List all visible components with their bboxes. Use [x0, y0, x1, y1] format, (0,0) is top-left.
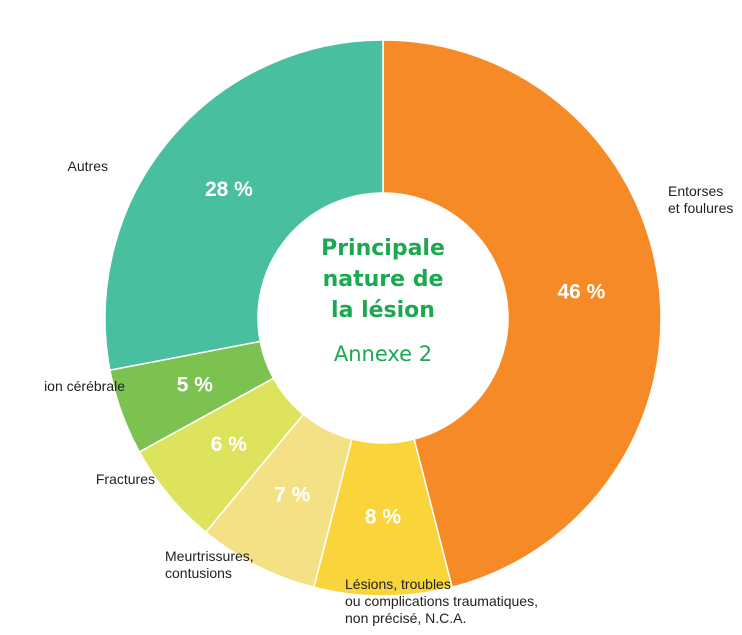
center-title: Principale: [321, 236, 445, 261]
category-label: Autres: [68, 158, 108, 174]
category-line: Meurtrissures,: [165, 548, 254, 564]
category-line: Autres: [68, 158, 108, 174]
category-label: Meurtrissures, contusions: [165, 548, 254, 581]
center-title: la lésion: [331, 298, 435, 323]
value-label: 46 %: [557, 280, 605, 303]
slice: [104, 39, 384, 371]
value-label: 7 %: [274, 484, 311, 507]
slice: [382, 39, 662, 589]
category-line: Fractures: [96, 471, 155, 487]
category-label: ion cérébrale: [44, 378, 125, 394]
category-line: ion cérébrale: [44, 378, 125, 394]
value-label: 8 %: [365, 506, 402, 529]
category-line: Lésions, troubles: [345, 576, 451, 592]
value-label: 6 %: [211, 433, 248, 456]
category-line: non précisé, N.C.A.: [345, 610, 466, 626]
category-line: Entorses: [668, 183, 723, 199]
value-label: 28 %: [205, 178, 253, 201]
category-line: contusions: [165, 565, 232, 581]
center-subtitle: Annexe 2: [334, 342, 432, 366]
category-label: Entorses et foulures: [668, 183, 733, 216]
center-title: nature de: [323, 267, 444, 292]
value-label: 5 %: [177, 373, 214, 396]
category-line: ou complications traumatiques,: [345, 593, 538, 609]
category-label: Lésions, troubles ou complications trauma…: [345, 576, 538, 626]
category-label: Fractures: [96, 471, 155, 487]
category-line: et foulures: [668, 200, 733, 216]
